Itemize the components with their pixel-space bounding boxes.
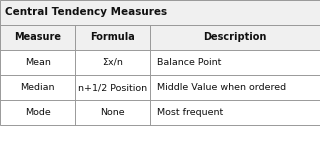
Bar — [0, 25, 320, 50]
Bar — [0, 50, 320, 75]
Text: Median: Median — [20, 83, 55, 92]
Text: Mode: Mode — [25, 108, 51, 117]
Text: Measure: Measure — [14, 32, 61, 42]
Text: n+1/2 Position: n+1/2 Position — [78, 83, 148, 92]
Text: Middle Value when ordered: Middle Value when ordered — [157, 83, 286, 92]
Text: Most frequent: Most frequent — [157, 108, 223, 117]
Text: Balance Point: Balance Point — [157, 58, 221, 67]
Bar — [0, 0, 320, 125]
Text: None: None — [100, 108, 125, 117]
Text: Mean: Mean — [25, 58, 51, 67]
Bar — [0, 0, 320, 25]
Text: Formula: Formula — [91, 32, 135, 42]
Text: Σx/n: Σx/n — [102, 58, 123, 67]
Text: Description: Description — [204, 32, 267, 42]
Text: Central Tendency Measures: Central Tendency Measures — [5, 7, 167, 18]
Bar — [0, 100, 320, 125]
Bar — [0, 75, 320, 100]
